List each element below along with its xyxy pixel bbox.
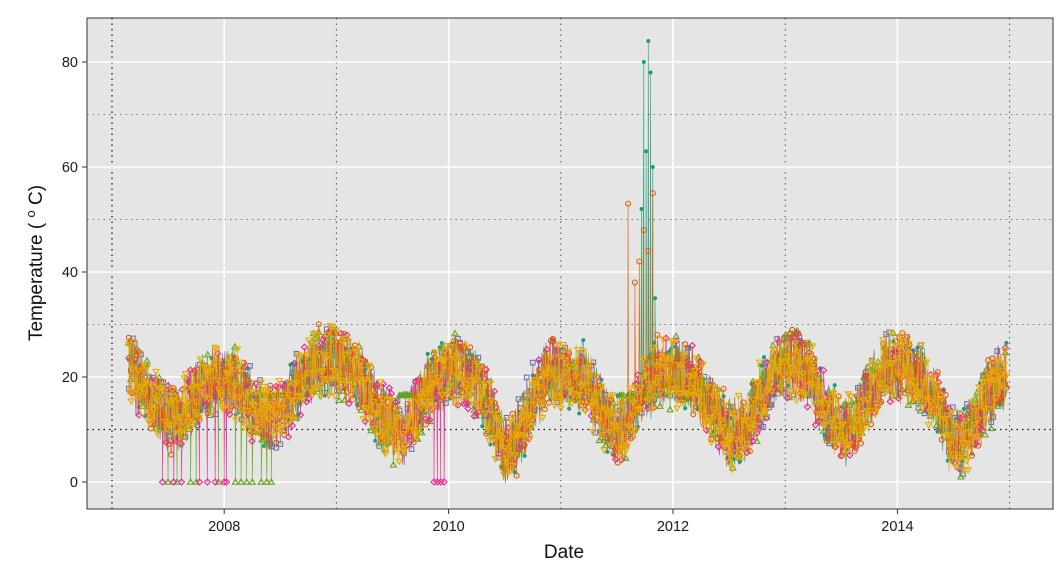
- x-tick-label: 2008: [208, 519, 240, 535]
- x-tick-label: 2010: [432, 519, 464, 535]
- y-tick-label: 20: [62, 370, 78, 386]
- data-series: [124, 39, 1011, 486]
- x-tick-label: 2012: [657, 519, 689, 535]
- axes: 0 20 40 60 80 2008 2010 2012 2014: [62, 55, 914, 535]
- series-6: [124, 323, 1011, 479]
- x-axis-title: Date: [544, 542, 584, 563]
- y-tick-label: 40: [62, 265, 78, 281]
- y-tick-label: 80: [62, 55, 78, 71]
- x-tick-label: 2014: [881, 519, 913, 535]
- y-tick-label: 60: [62, 160, 78, 176]
- panel-border: [86, 17, 1054, 510]
- panel-background: [87, 18, 1053, 509]
- y-tick-label: 0: [70, 475, 78, 491]
- y-axis-title: Temperature ( o C): [23, 185, 47, 341]
